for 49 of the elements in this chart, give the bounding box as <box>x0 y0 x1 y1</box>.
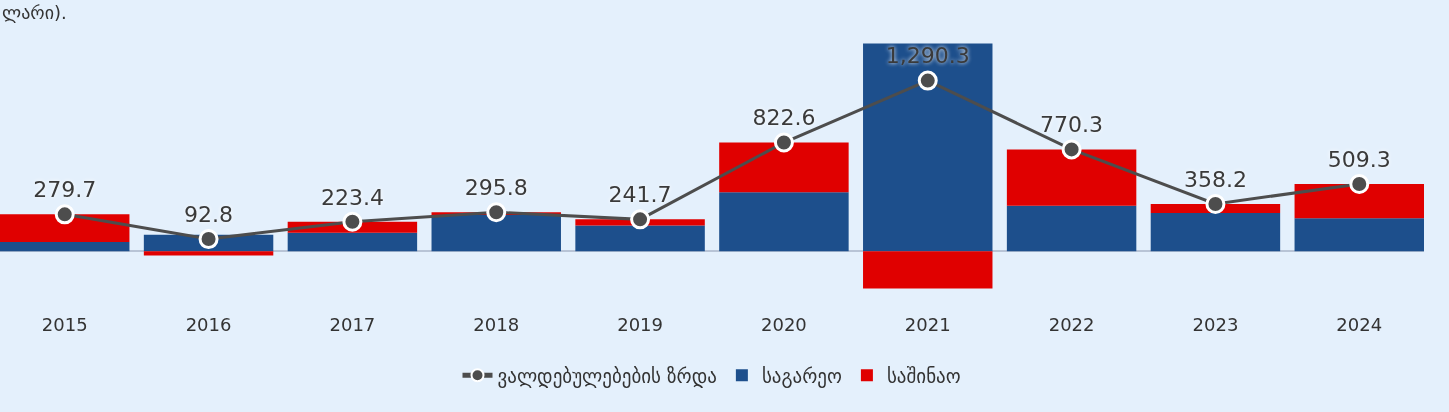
data-label: 358.2 <box>1183 166 1247 192</box>
point <box>1061 139 1082 160</box>
data-label: 770.3 <box>1040 112 1104 138</box>
bar <box>1150 212 1281 252</box>
x-tick-label: 2023 <box>1192 314 1239 335</box>
bar <box>575 225 705 252</box>
bar <box>863 43 993 252</box>
point <box>773 132 794 153</box>
bar <box>143 251 274 256</box>
data-label: 241.7 <box>608 182 672 208</box>
point <box>1205 193 1226 214</box>
bar <box>1294 184 1424 219</box>
point <box>54 204 75 225</box>
x-tick-label: 2015 <box>41 314 88 335</box>
data-label: 295.8 <box>464 175 528 201</box>
point <box>342 211 363 232</box>
point <box>1349 173 1370 194</box>
bar <box>1006 149 1137 206</box>
x-tick-label: 2017 <box>329 314 376 335</box>
point <box>917 70 938 91</box>
bar <box>719 142 849 193</box>
bar <box>0 242 130 252</box>
legend-label: ვალდებულებების ზრდა <box>497 364 717 388</box>
data-label: 1,290.3 <box>885 43 970 69</box>
bar <box>1006 205 1137 252</box>
bar <box>1294 218 1424 252</box>
x-tick-label: 2022 <box>1048 314 1095 335</box>
bar <box>0 214 130 243</box>
bar <box>431 214 561 252</box>
x-tick-label: 2020 <box>761 314 807 335</box>
point <box>630 209 651 230</box>
bar <box>719 192 849 252</box>
data-label: 223.4 <box>320 184 384 210</box>
data-label: 92.8 <box>184 201 234 227</box>
point <box>486 202 507 223</box>
data-label: 509.3 <box>1327 146 1391 172</box>
x-tick-label: 2024 <box>1336 314 1383 335</box>
x-tick-label: 2018 <box>473 314 520 335</box>
x-tick-label: 2021 <box>904 314 951 335</box>
point <box>198 229 219 250</box>
x-tick-label: 2016 <box>185 314 232 335</box>
bar <box>863 251 993 289</box>
data-label: 279.7 <box>33 177 97 203</box>
x-tick-label: 2019 <box>617 314 663 335</box>
data-label: 822.6 <box>752 105 816 131</box>
bar <box>287 232 418 252</box>
text: ლარი). <box>2 2 67 23</box>
legend-label: საგარეო <box>761 364 842 388</box>
legend-label: საშინაო <box>886 364 961 387</box>
